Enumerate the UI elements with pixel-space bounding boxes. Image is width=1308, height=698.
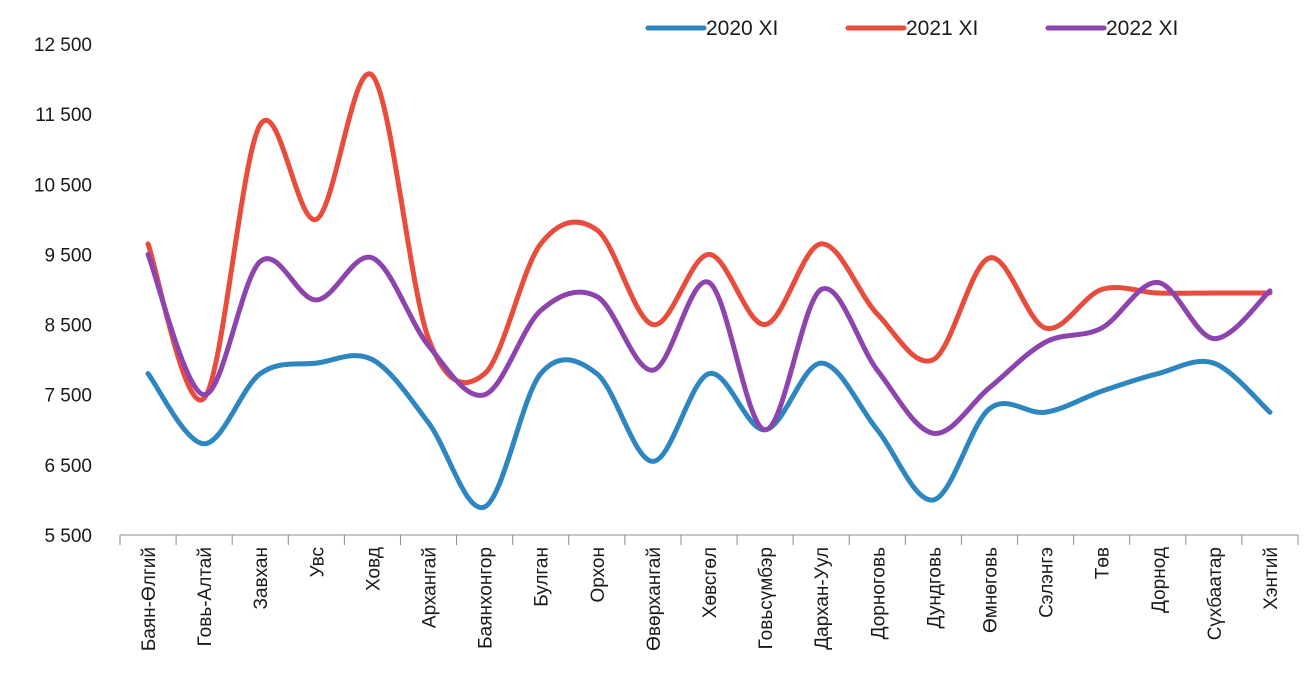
x-tick-label: Дорнод xyxy=(1149,547,1170,613)
y-tick-label: 6 500 xyxy=(44,456,92,477)
series-line-2022-xi xyxy=(145,251,1273,436)
x-tick-label: Дундговь xyxy=(924,547,945,629)
x-tick-label: Увс xyxy=(307,547,328,577)
x-tick-label: Ховд xyxy=(363,547,384,591)
y-tick-label: 8 500 xyxy=(44,316,92,337)
x-tick-label: Говьсүмбэр xyxy=(756,547,777,649)
legend: 2020 XI 2021 XI 2022 XI xyxy=(645,17,1178,40)
series-lines xyxy=(145,71,1273,510)
y-axis: 5 500 6 500 7 500 8 500 9 500 10 500 11 500 12 … xyxy=(34,35,92,547)
x-tick-label: Архангай xyxy=(420,547,441,628)
y-tick-label: 11 500 xyxy=(35,105,92,126)
x-tick-label: Төв xyxy=(1093,547,1114,579)
x-tick-label: Баянхонгор xyxy=(476,547,497,649)
y-tick-label: 7 500 xyxy=(44,386,92,407)
y-tick-label: 10 500 xyxy=(34,175,92,196)
y-tick-label: 12 500 xyxy=(34,35,92,56)
legend-label: 2022 XI xyxy=(1106,17,1178,40)
x-tick-label: Өмнөговь xyxy=(980,547,1001,633)
x-tick-label: Дархан-Уул xyxy=(812,547,833,650)
x-tick-label: Булган xyxy=(532,547,553,607)
x-tick-label: Дорноговь xyxy=(868,547,889,639)
x-tick-label: Завхан xyxy=(251,547,272,609)
x-tick-label: Сэлэнгэ xyxy=(1037,547,1058,618)
legend-label: 2021 XI xyxy=(906,17,978,40)
x-tick-label: Хөвсгөл xyxy=(700,547,721,618)
x-tick-label: Говь-Алтай xyxy=(195,547,216,646)
x-tick-label: Өвөрхангай xyxy=(644,547,665,651)
x-tick-label: Орхон xyxy=(588,547,609,602)
x-tick-label: Баян-Өлгий xyxy=(139,547,160,651)
x-tick-label: Сүхбаатар xyxy=(1205,547,1226,640)
legend-label: 2020 XI xyxy=(706,17,778,40)
series-line-2020-xi xyxy=(145,353,1273,510)
x-tick-label: Хэнтий xyxy=(1261,547,1282,610)
series-line-2021-xi xyxy=(145,71,1273,403)
y-tick-label: 9 500 xyxy=(44,245,92,266)
x-axis: Баян-Өлгий Говь-Алтай Завхан Увс Ховд Арханга… xyxy=(119,534,1299,651)
y-tick-label: 5 500 xyxy=(44,526,92,547)
